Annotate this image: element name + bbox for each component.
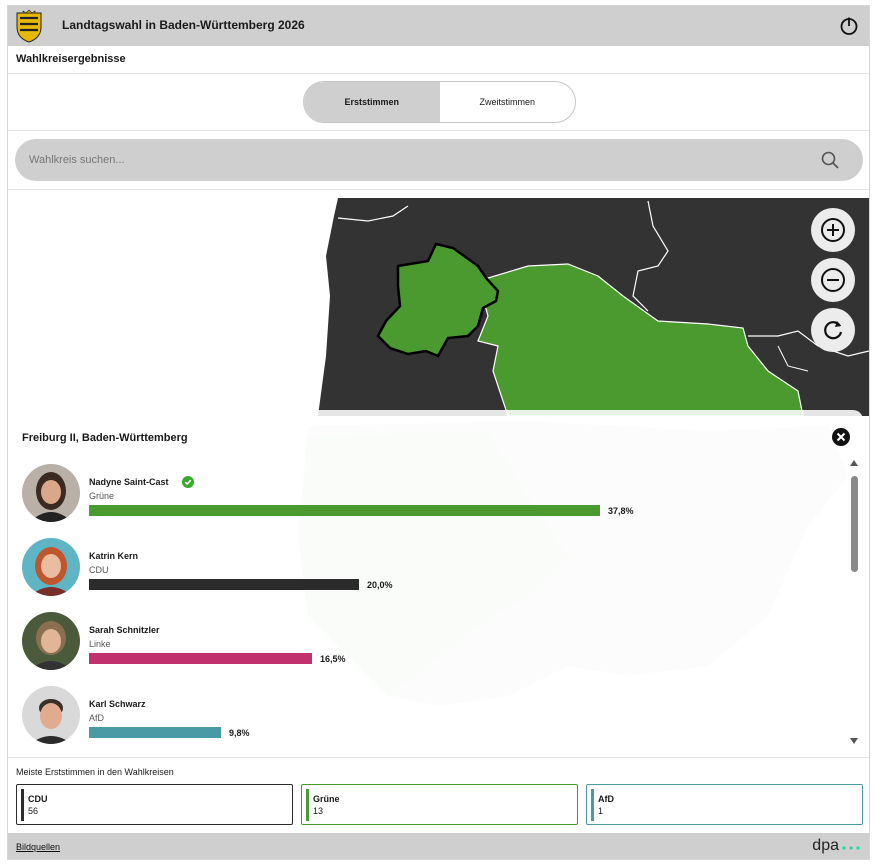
refresh-icon [824,321,843,340]
candidate-name: Nadyne Saint-Cast [89,477,169,487]
summary-party: Grüne [313,794,340,804]
vote-type-toggle: Erststimmen Zweitstimmen [303,81,576,123]
map-boundary [777,345,809,372]
brand-dots-icon [842,846,860,850]
result-percent: 20,0% [367,580,393,590]
map-boundary [748,330,869,357]
candidate-party: Linke [89,639,111,649]
candidate-party: AfD [89,713,105,723]
scroll-up-icon[interactable] [849,458,859,468]
result-bar [89,505,600,516]
check-icon [182,476,194,488]
app-frame: Landtagswahl in Baden-Württemberg 2026 W… [7,5,870,860]
result-percent: 9,8% [229,728,250,738]
map-region-gruene [477,263,804,417]
brand-logo: dpa [812,837,839,854]
avatar [22,538,80,596]
reset-view-button[interactable] [811,308,855,352]
candidate-party: Grüne [89,491,115,501]
candidate-row: Nadyne Saint-Cast Grüne 37,8% [22,464,822,528]
summary-card-cdu: CDU 56 [16,784,293,825]
summary-party: CDU [28,794,48,804]
search-bar [15,139,863,181]
candidate-row: Katrin Kern CDU 20,0% [22,538,822,602]
top-bar: Landtagswahl in Baden-Württemberg 2026 [8,6,869,46]
constituency-map[interactable]: Freiburg II, Baden-Württemberg Nadyne Sa… [8,196,869,756]
candidate-name: Katrin Kern [89,551,139,561]
candidate-name: Sarah Schnitzler [89,625,160,635]
summary-count: 13 [313,806,324,816]
minus-icon [821,268,845,292]
candidate-party: CDU [89,565,109,575]
candidate-row: Karl Schwarz AfD 9,8% [22,686,822,750]
map-region-selected [376,242,500,358]
party-accent [306,789,309,821]
result-percent: 37,8% [608,506,634,516]
section-title: Wahlkreisergebnisse [16,53,126,65]
party-accent [591,789,594,821]
coat-of-arms-icon [16,9,42,43]
summary-card-gruene: Grüne 13 [301,784,578,825]
app-title: Landtagswahl in Baden-Württemberg 2026 [62,18,305,32]
scroll-down-icon[interactable] [849,736,859,746]
plus-icon [821,218,845,242]
candidate-name: Karl Schwarz [89,699,146,709]
avatar [22,464,80,522]
result-percent: 16,5% [320,654,346,664]
divider [8,130,869,131]
divider [8,189,869,190]
divider [8,73,869,74]
summary-label: Meiste Erststimmen in den Wahlkreisen [16,767,174,777]
search-icon[interactable] [821,151,839,169]
divider [8,757,869,758]
summary-count: 1 [598,806,604,816]
constituency-title: Freiburg II, Baden-Württemberg [22,432,188,444]
avatar [22,686,80,744]
search-input[interactable] [29,139,789,181]
result-bar [89,727,221,738]
result-bar [89,579,359,590]
image-credits-link[interactable]: Bildquellen [16,842,61,852]
tab-erststimmen[interactable]: Erststimmen [304,82,440,122]
summary-card-afd: AfD 1 [586,784,863,825]
close-icon[interactable] [832,428,850,446]
avatar [22,612,80,670]
party-accent [21,789,24,821]
footer: Bildquellen dpa [8,833,869,859]
result-panel: Freiburg II, Baden-Württemberg Nadyne Sa… [8,410,863,756]
scrollbar[interactable] [848,458,860,746]
zoom-in-button[interactable] [811,208,855,252]
summary-count: 56 [28,806,39,816]
zoom-out-button[interactable] [811,258,855,302]
scroll-thumb[interactable] [851,476,858,572]
map-boundary [632,200,669,312]
summary-party: AfD [598,794,614,804]
map-boundary [337,205,409,222]
power-icon[interactable] [839,16,859,36]
result-bar [89,653,312,664]
tab-zweitstimmen[interactable]: Zweitstimmen [479,97,535,107]
candidate-row: Sarah Schnitzler Linke 16,5% [22,612,822,676]
